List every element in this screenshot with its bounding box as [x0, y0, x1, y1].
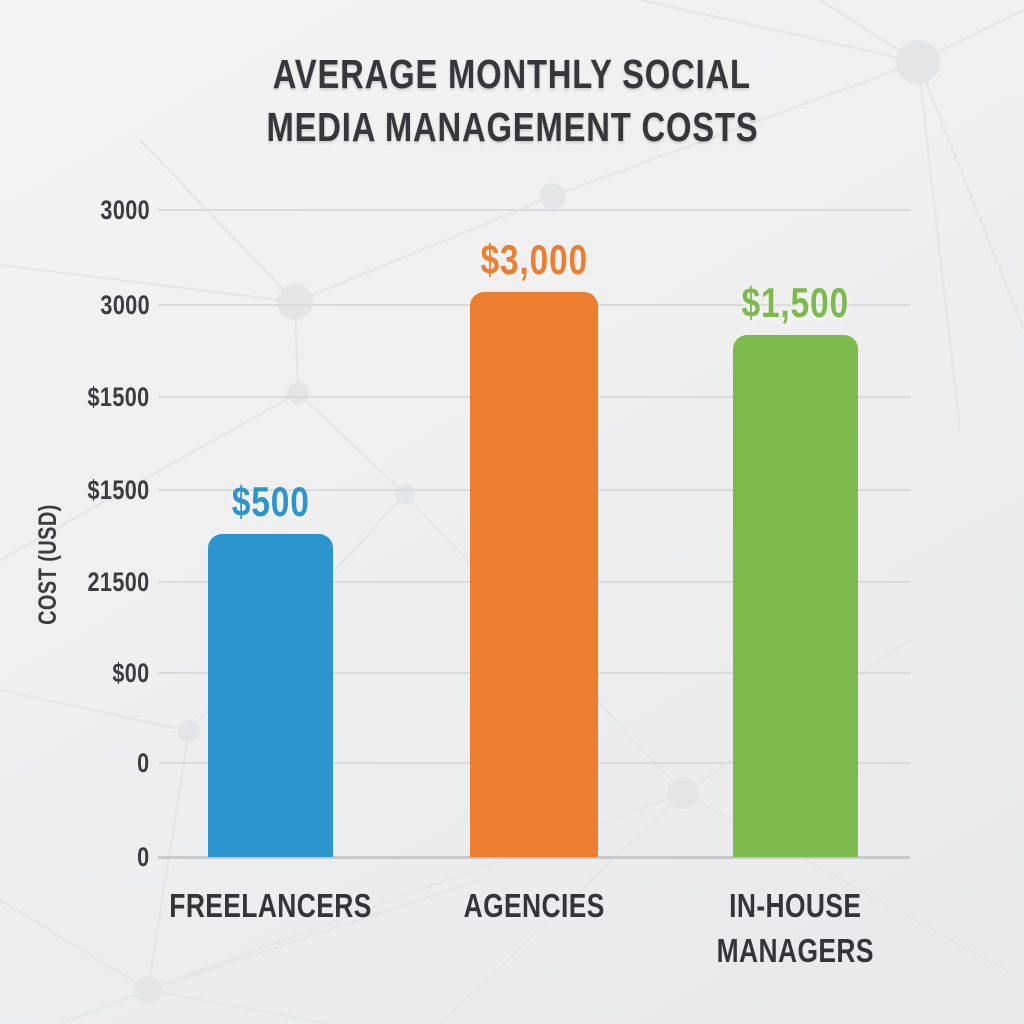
y-tick-text: 3000 [100, 195, 150, 225]
x-category-label-in-house-managers: IN-HOUSE MANAGERS [636, 884, 956, 973]
y-tick-label: $1500 [20, 380, 150, 414]
y-tick-label: 0 [20, 840, 150, 874]
x-axis-line [158, 856, 910, 859]
bar-value-label-freelancers: $500 [121, 478, 421, 526]
y-tick-text: 0 [137, 842, 150, 872]
y-tick-label: 21500 [20, 565, 150, 599]
y-tick-text: 0 [137, 748, 150, 778]
bar-agencies [470, 292, 598, 857]
bar-value-text: $1,500 [741, 279, 850, 326]
chart-title-line-1: AVERAGE MONTHLY SOCIAL [272, 51, 752, 97]
x-category-text: AGENCIES [463, 887, 605, 924]
x-category-label-freelancers: FREELANCERS [111, 884, 431, 929]
y-tick-label: 3000 [20, 193, 150, 227]
y-tick-label: 0 [20, 746, 150, 780]
bar-value-label-agencies: $3,000 [384, 236, 684, 284]
bar-value-label-in-house-managers: $1,500 [646, 279, 946, 327]
x-category-label-agencies: AGENCIES [374, 884, 694, 929]
x-category-text: FREELANCERS [169, 887, 372, 924]
y-tick-label: $00 [20, 656, 150, 690]
bar-freelancers [208, 534, 333, 857]
y-tick-text: $1500 [87, 382, 150, 412]
y-tick-text: 21500 [87, 567, 150, 597]
chart-title: AVERAGE MONTHLY SOCIAL MEDIA MANAGEMENT … [0, 48, 1024, 155]
y-tick-text: 3000 [100, 290, 150, 320]
bar-value-text: $3,000 [480, 236, 588, 283]
bar-value-text: $500 [231, 478, 310, 525]
y-tick-label: 3000 [20, 288, 150, 322]
y-tick-text: $00 [112, 658, 150, 688]
chart-title-line-2: MEDIA MANAGEMENT COSTS [265, 104, 758, 151]
gridline [158, 209, 910, 211]
y-tick-text: $1500 [87, 475, 150, 505]
x-category-text: IN-HOUSE MANAGERS [716, 887, 875, 969]
bar-in-house-managers [733, 335, 858, 857]
y-tick-label: $1500 [20, 473, 150, 507]
